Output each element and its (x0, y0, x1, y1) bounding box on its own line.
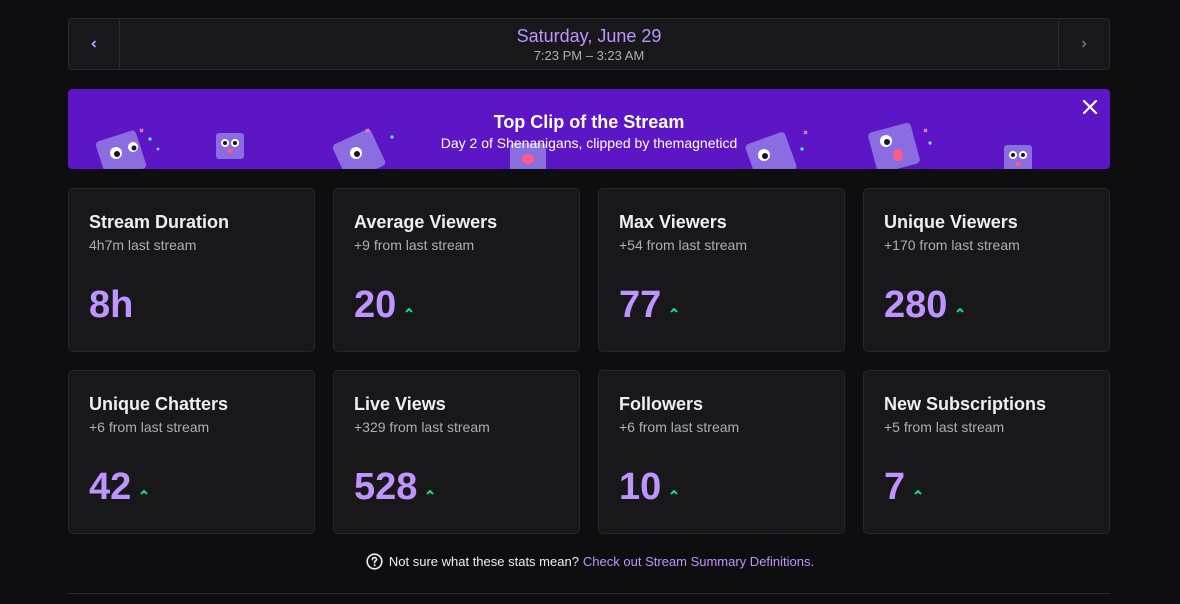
banner-title: Top Clip of the Stream (493, 112, 685, 132)
help-circle-icon (366, 553, 383, 570)
stat-card-max-viewers: Max Viewers +54 from last stream 77 (598, 188, 845, 352)
stat-card-followers: Followers +6 from last stream 10 (598, 370, 845, 534)
date-display: Saturday, June 29 7:23 PM – 3:23 AM (120, 19, 1058, 69)
date-navigator: Saturday, June 29 7:23 PM – 3:23 AM (68, 18, 1110, 70)
stream-summary-definitions-link[interactable]: Check out Stream Summary Definitions. (582, 554, 815, 569)
stat-value: 77 (619, 284, 662, 326)
stat-value: 20 (354, 284, 397, 326)
stat-comparison: +5 from last stream (884, 419, 1005, 435)
close-icon[interactable] (1080, 97, 1100, 117)
top-clip-banner[interactable]: Top Clip of the Stream Day 2 of Shenanig… (68, 89, 1110, 169)
stat-value: 7 (884, 466, 906, 508)
mascot-illustration (216, 133, 244, 159)
stat-value: 280 (884, 284, 948, 326)
stat-comparison: +54 from last stream (619, 237, 747, 253)
stream-date: Saturday, June 29 (516, 25, 662, 46)
previous-stream-button[interactable] (69, 19, 120, 69)
mascot-illustration (1004, 145, 1032, 169)
stat-card-live-views: Live Views +329 from last stream 528 (333, 370, 580, 534)
trend-up-icon (670, 489, 678, 495)
trend-up-icon (670, 307, 678, 313)
stat-title: Max Viewers (619, 212, 727, 232)
stat-title: Followers (619, 394, 704, 414)
mascot-illustration (510, 143, 546, 169)
stat-title: New Subscriptions (884, 394, 1047, 414)
stat-title: Unique Viewers (884, 212, 1018, 232)
help-question: Not sure what these stats mean? (388, 554, 579, 569)
divider (68, 593, 1110, 594)
stat-comparison: +170 from last stream (884, 237, 1020, 253)
stat-value: 10 (619, 466, 662, 508)
next-stream-button[interactable] (1058, 19, 1109, 69)
trend-up-icon (914, 489, 922, 495)
stat-comparison: +329 from last stream (354, 419, 490, 435)
chevron-left-icon (91, 40, 97, 48)
mascot-illustration (745, 130, 808, 169)
mascot-illustration (868, 122, 932, 169)
stat-comparison: +6 from last stream (619, 419, 740, 435)
banner-text: Top Clip of the Stream Day 2 of Shenanig… (68, 111, 1110, 152)
stat-title: Stream Duration (89, 212, 230, 232)
banner-subtitle: Day 2 of Shenanigans, clipped by themagn… (440, 135, 738, 151)
stat-value: 42 (89, 466, 132, 508)
stat-card-unique-chatters: Unique Chatters +6 from last stream 42 (68, 370, 315, 534)
stat-card-new-subscriptions: New Subscriptions +5 from last stream 7 (863, 370, 1110, 534)
stat-comparison: +6 from last stream (89, 419, 210, 435)
stat-value: 8h (89, 284, 134, 326)
trend-up-icon (405, 307, 413, 313)
stat-card-average-viewers: Average Viewers +9 from last stream 20 (333, 188, 580, 352)
trend-up-icon (140, 489, 148, 495)
stat-value: 528 (354, 466, 418, 508)
stat-comparison: 4h7m last stream (89, 237, 197, 253)
stats-help-note: Not sure what these stats mean? Check ou… (0, 553, 1180, 570)
stat-comparison: +9 from last stream (354, 237, 475, 253)
stat-title: Live Views (354, 394, 446, 414)
mascot-illustration (95, 128, 160, 169)
trend-up-icon (956, 307, 965, 313)
stat-title: Average Viewers (354, 212, 498, 232)
mascot-illustration (332, 128, 394, 169)
chevron-right-icon (1081, 40, 1087, 48)
stat-title: Unique Chatters (89, 394, 229, 414)
stream-time-range: 7:23 PM – 3:23 AM (533, 47, 645, 63)
trend-up-icon (426, 489, 435, 495)
stat-card-stream-duration: Stream Duration 4h7m last stream 8h (68, 188, 315, 352)
stat-card-unique-viewers: Unique Viewers +170 from last stream 280 (863, 188, 1110, 352)
